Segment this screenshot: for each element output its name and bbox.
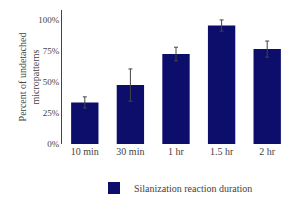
- svg-text:75%: 75%: [43, 46, 60, 56]
- svg-text:10 min: 10 min: [71, 146, 99, 157]
- svg-text:100%: 100%: [38, 15, 60, 25]
- svg-text:1 hr: 1 hr: [168, 146, 185, 157]
- svg-text:30 min: 30 min: [116, 146, 144, 157]
- svg-text:2 hr: 2 hr: [259, 146, 276, 157]
- svg-text:0%: 0%: [47, 139, 60, 149]
- svg-text:Silanization reaction duration: Silanization reaction duration: [134, 183, 252, 194]
- svg-text:1.5 hr: 1.5 hr: [210, 146, 234, 157]
- svg-text:Percent of undetachedmicropatt: Percent of undetachedmicropatterns: [17, 33, 41, 122]
- svg-text:50%: 50%: [43, 77, 60, 87]
- svg-text:25%: 25%: [43, 108, 60, 118]
